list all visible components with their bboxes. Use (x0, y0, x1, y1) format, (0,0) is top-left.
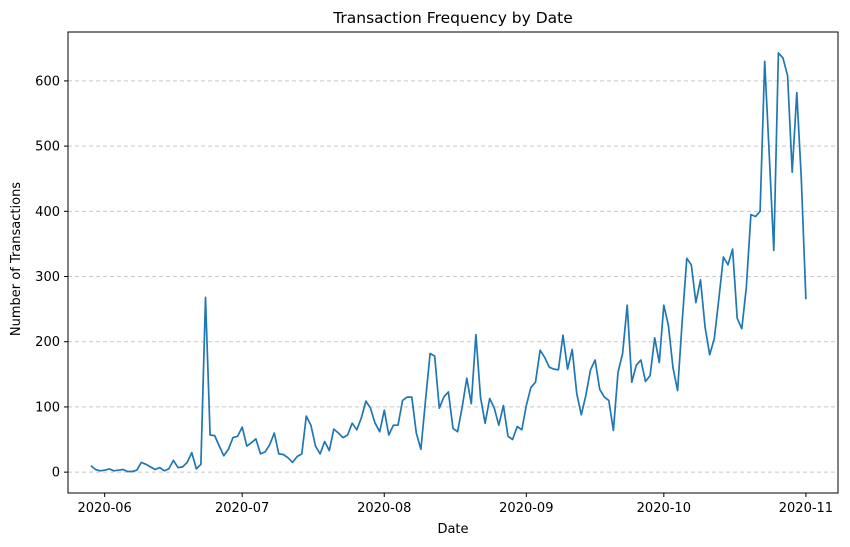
x-tick-label: 2020-06 (78, 501, 132, 516)
y-tick-label: 600 (35, 74, 60, 89)
x-tick-label: 2020-10 (637, 501, 691, 516)
y-tick-label: 300 (35, 270, 60, 285)
y-axis: 0 100 200 300 400 500 600 (35, 74, 68, 481)
y-tick-label: 100 (35, 400, 60, 415)
x-tick-label: 2020-08 (357, 501, 411, 516)
series-line (90, 52, 807, 473)
x-tick-label: 2020-09 (499, 501, 553, 516)
y-tick-label: 0 (52, 466, 60, 481)
data-series (90, 52, 807, 473)
y-axis-title: Number of Transactions (9, 182, 24, 336)
y-tick-label: 500 (35, 140, 60, 155)
grid-lines (68, 80, 838, 473)
chart-title: Transaction Frequency by Date (332, 9, 573, 27)
x-tick-label: 2020-07 (215, 501, 269, 516)
x-axis: 2020-06 2020-07 2020-08 2020-09 2020-10 2020-… (78, 493, 833, 516)
x-axis-title: Date (437, 522, 468, 537)
plot-area-frame (67, 31, 839, 494)
y-tick-label: 200 (35, 335, 60, 350)
x-tick-label: 2020-11 (779, 501, 833, 516)
y-tick-label: 400 (35, 205, 60, 220)
